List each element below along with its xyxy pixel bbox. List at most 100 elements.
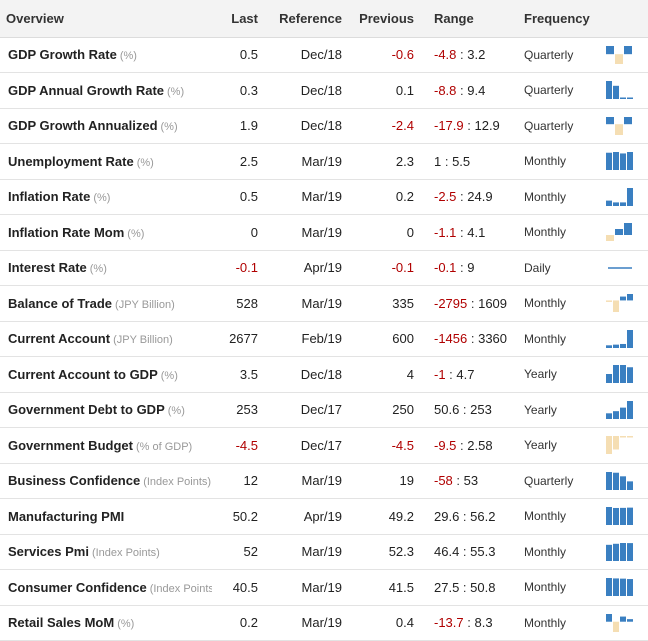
frequency: Monthly: [524, 189, 567, 204]
range-cell: -1.1 : 4.1: [420, 215, 512, 251]
indicator-name-link[interactable]: Current Account: [8, 331, 111, 347]
previous-value: 0: [406, 224, 414, 240]
table-row[interactable]: Current Account (JPY Billion) 2677 Feb/19 60…: [0, 321, 648, 357]
range-high: 5.5: [452, 153, 471, 169]
indicator-unit: (% of GDP): [135, 440, 193, 453]
table-row[interactable]: Inflation Rate (%) 0.5 Mar/19 0.2 -2.5 : 24.9…: [0, 179, 648, 215]
range-cell: 46.4 : 55.3: [420, 534, 512, 570]
header-previous[interactable]: Previous: [348, 0, 420, 38]
range-high: 4.7: [456, 366, 475, 382]
previous-value: 0.1: [395, 82, 414, 98]
indicator-unit: (%): [167, 405, 185, 418]
range-separator: :: [456, 82, 468, 98]
table-row[interactable]: GDP Growth Rate (%) 0.5 Dec/18 -0.6 -4.8 : 3.…: [0, 37, 648, 73]
table-row[interactable]: Inflation Rate Mom (%) 0 Mar/19 0 -1.1 : 4.1 M…: [0, 215, 648, 251]
sparkline-cell: [600, 144, 648, 180]
last-value: 528: [236, 295, 258, 311]
header-reference[interactable]: Reference: [264, 0, 348, 38]
sparkline-chart[interactable]: [606, 222, 634, 242]
sparkline-bar: [606, 578, 612, 597]
indicator-cell: Manufacturing PMI: [0, 499, 212, 535]
sparkline-chart[interactable]: [606, 613, 634, 633]
last-value: 253: [236, 402, 258, 418]
table-row[interactable]: Government Budget (% of GDP) -4.5 Dec/17 -4.…: [0, 428, 648, 463]
sparkline-bar: [613, 86, 619, 100]
indicator-name-link[interactable]: Balance of Trade: [8, 295, 113, 311]
indicator-name-link[interactable]: Government Budget: [8, 437, 133, 453]
sparkline-bar: [613, 344, 619, 348]
sparkline-cell: [600, 534, 648, 570]
table-row[interactable]: Unemployment Rate (%) 2.5 Mar/19 2.3 1 : 5.5 M…: [0, 144, 648, 180]
sparkline-chart[interactable]: [606, 45, 634, 65]
indicator-name-link[interactable]: Interest Rate: [8, 260, 87, 276]
frequency: Yearly: [524, 438, 557, 453]
sparkline-chart[interactable]: [606, 577, 634, 597]
sparkline-chart[interactable]: [606, 151, 634, 171]
sparkline-chart[interactable]: [606, 187, 634, 207]
range-low: -2795: [434, 295, 468, 311]
indicator-name-link[interactable]: Inflation Rate Mom: [8, 224, 125, 240]
table-row[interactable]: GDP Annual Growth Rate (%) 0.3 Dec/18 0.1 -8.…: [0, 73, 648, 108]
indicator-name-link[interactable]: Retail Sales MoM: [8, 615, 115, 631]
sparkline-chart[interactable]: [606, 542, 634, 562]
sparkline-chart[interactable]: [606, 329, 634, 349]
header-frequency[interactable]: Frequency: [512, 0, 600, 38]
sparkline-cell: [600, 37, 648, 73]
range-high: 2.58: [467, 437, 493, 453]
table-row[interactable]: Government Debt to GDP (%) 253 Dec/17 250 50.…: [0, 392, 648, 428]
sparkline-chart[interactable]: [606, 258, 634, 278]
range-separator: :: [459, 508, 471, 524]
table-row[interactable]: Current Account to GDP (%) 3.5 Dec/18 4 -1 : …: [0, 357, 648, 392]
range-cell: -17.9 : 12.9: [420, 108, 512, 144]
range-high: 253: [470, 402, 492, 418]
sparkline-cell: [600, 570, 648, 606]
sparkline-bar: [627, 294, 633, 301]
range-low: -17.9: [434, 118, 464, 134]
frequency: Monthly: [524, 544, 567, 559]
last-value: 12: [243, 473, 258, 489]
range-separator: :: [456, 260, 468, 276]
header-overview[interactable]: Overview: [0, 0, 212, 38]
indicator-name-link[interactable]: Current Account to GDP: [8, 366, 158, 382]
indicator-name-link[interactable]: Unemployment Rate: [8, 153, 134, 169]
indicator-name-link[interactable]: GDP Growth Annualized: [8, 118, 158, 134]
indicator-name-link[interactable]: Consumer Confidence: [8, 579, 147, 595]
sparkline-cell: [600, 321, 648, 357]
range-low: -1.1: [434, 224, 457, 240]
indicator-name-link[interactable]: GDP Growth Rate: [8, 47, 117, 63]
range-high: 3360: [478, 331, 508, 347]
range-low: -1456: [434, 331, 468, 347]
sparkline-chart[interactable]: [606, 293, 634, 313]
sparkline-chart[interactable]: [606, 506, 634, 526]
sparkline-chart[interactable]: [606, 116, 634, 136]
table-row[interactable]: GDP Growth Annualized (%) 1.9 Dec/18 -2.4 -17…: [0, 108, 648, 144]
indicator-name-link[interactable]: GDP Annual Growth Rate: [8, 82, 165, 98]
table-row[interactable]: Services Pmi (Index Points) 52 Mar/19 52.3 46…: [0, 534, 648, 570]
indicator-name-link[interactable]: Business Confidence: [8, 473, 141, 489]
table-row[interactable]: Manufacturing PMI 50.2 Apr/19 49.2 29.6 : 56…: [0, 499, 648, 535]
sparkline-chart[interactable]: [606, 400, 634, 420]
indicator-unit: (%): [127, 227, 145, 240]
table-row[interactable]: Consumer Confidence (Index Points) 40.5 Mar…: [0, 570, 648, 606]
sparkline-chart[interactable]: [606, 364, 634, 384]
indicator-name-link[interactable]: Inflation Rate: [8, 189, 91, 205]
sparkline-chart[interactable]: [606, 471, 634, 491]
header-range[interactable]: Range: [420, 0, 512, 38]
table-row[interactable]: Balance of Trade (JPY Billion) 528 Mar/19 33…: [0, 286, 648, 321]
indicator-name-link[interactable]: Government Debt to GDP: [8, 402, 165, 418]
sparkline-bar: [606, 235, 614, 242]
indicator-cell: Business Confidence (Index Points): [0, 463, 212, 499]
indicator-name-link[interactable]: Manufacturing PMI: [8, 508, 125, 524]
table-row[interactable]: Interest Rate (%) -0.1 Apr/19 -0.1 -0.1 : 9 Da…: [0, 250, 648, 286]
frequency: Monthly: [524, 509, 567, 524]
indicator-name-link[interactable]: Services Pmi: [8, 544, 89, 560]
header-last[interactable]: Last: [212, 0, 264, 38]
sparkline-chart[interactable]: [606, 435, 634, 455]
table-row[interactable]: Retail Sales MoM (%) 0.2 Mar/19 0.4 -13.7 : 8…: [0, 605, 648, 641]
indicator-unit: (%): [160, 369, 178, 382]
last-value: 40.5: [232, 579, 258, 595]
table-row[interactable]: Business Confidence (Index Points) 12 Mar/1…: [0, 463, 648, 499]
sparkline-chart[interactable]: [606, 80, 634, 100]
previous-value: 52.3: [388, 544, 414, 560]
